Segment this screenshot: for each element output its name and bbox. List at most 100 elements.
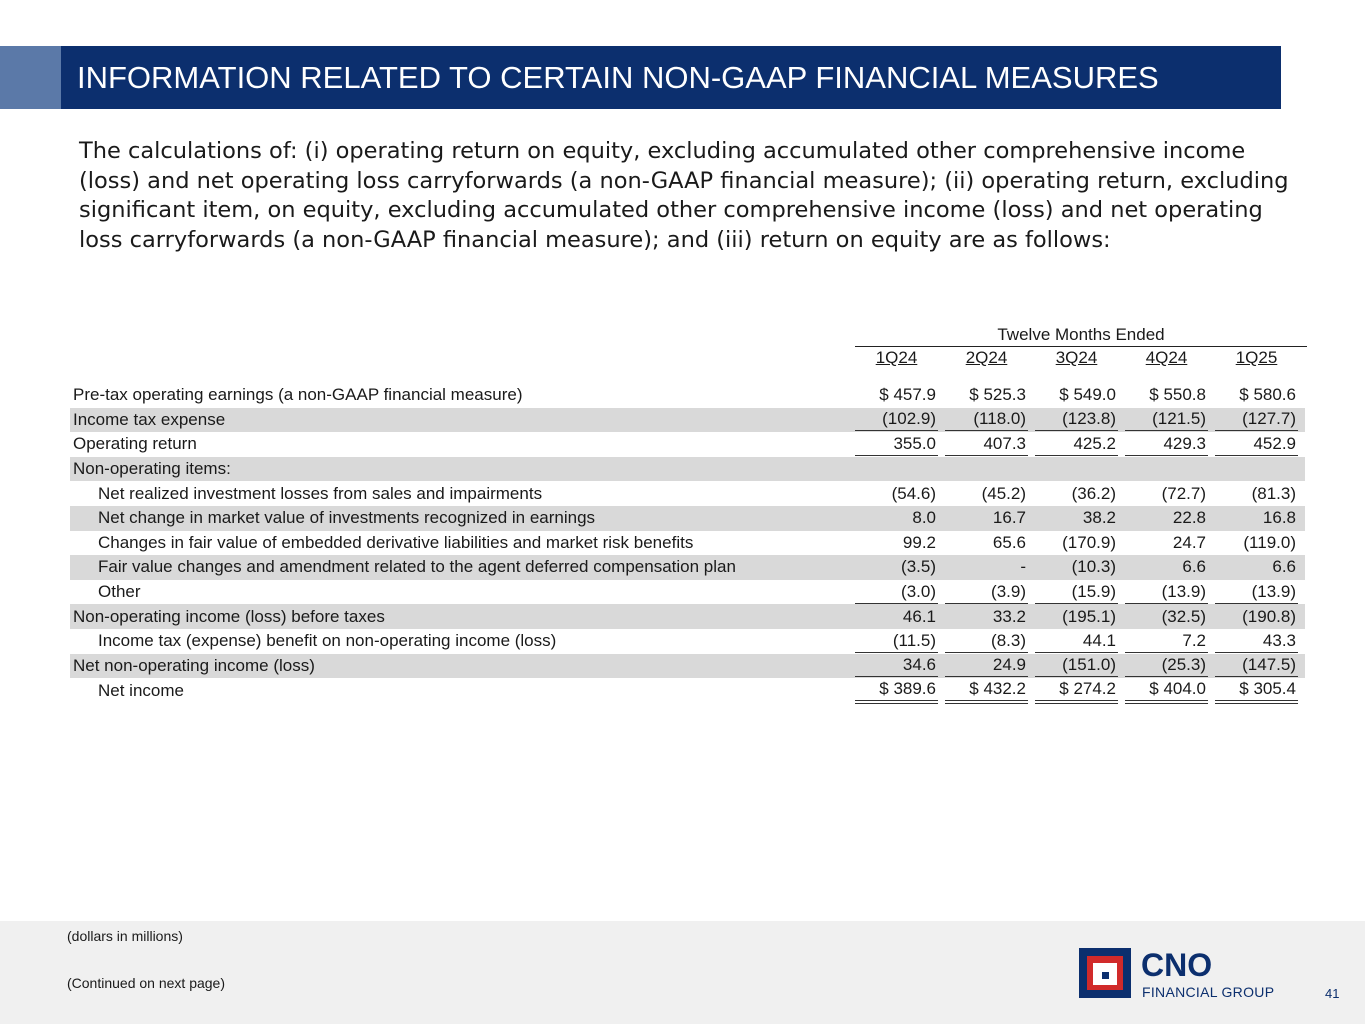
cell-value: $ 549.0 xyxy=(1059,385,1116,405)
row-label: Income tax expense xyxy=(70,407,855,433)
cell-value: 425.2 xyxy=(1035,433,1118,456)
table-row: Income tax (expense) benefit on non-oper… xyxy=(70,629,1305,654)
cell-value: 452.9 xyxy=(1215,433,1298,456)
cell-value: 429.3 xyxy=(1125,433,1208,456)
cell-value: (15.9) xyxy=(1035,581,1118,604)
cell-value: (147.5) xyxy=(1215,654,1298,678)
row-label: Other xyxy=(98,582,141,602)
cell-value: $ 389.6 xyxy=(855,678,938,705)
table-row: Fair value changes and amendment related… xyxy=(70,555,1305,580)
page-title: INFORMATION RELATED TO CERTAIN NON-GAAP … xyxy=(61,46,1281,109)
cell-value: (45.2) xyxy=(981,483,1026,503)
financial-table: 1Q24 2Q24 3Q24 4Q24 1Q25 Pre-tax operating ea… xyxy=(70,347,1305,705)
cell-value: 16.7 xyxy=(992,508,1026,528)
cell-value: 38.2 xyxy=(1082,508,1116,528)
table-row: Pre-tax operating earnings (a non-GAAP f… xyxy=(70,383,1305,408)
cell-value: (25.3) xyxy=(1125,654,1208,678)
page-number: 41 xyxy=(1325,986,1340,1001)
cell-value: (10.3) xyxy=(1071,557,1116,577)
cell-value: - xyxy=(1020,557,1026,577)
table-row: Net non-operating income (loss) 34.6 24.9 (… xyxy=(70,653,1305,679)
cell-value: 8.0 xyxy=(912,508,936,528)
cell-value: (127.7) xyxy=(1215,408,1298,432)
cell-value: (190.8) xyxy=(1242,606,1296,626)
row-label: Non-operating income (loss) before taxes xyxy=(70,604,855,629)
cell-value: (8.3) xyxy=(945,630,1028,653)
cell-value: (54.6) xyxy=(891,483,936,503)
cell-value: 7.2 xyxy=(1125,630,1208,653)
cell-value: 99.2 xyxy=(902,532,936,552)
footer xyxy=(0,921,1365,1024)
cell-value: 65.6 xyxy=(992,532,1026,552)
cell-value: (36.2) xyxy=(1071,483,1116,503)
group-header: Twelve Months Ended xyxy=(855,325,1307,347)
cell-value: (3.0) xyxy=(855,581,938,604)
cell-value: (81.3) xyxy=(1251,483,1296,503)
logo-subtitle: FINANCIAL GROUP xyxy=(1142,984,1275,1000)
row-label: Pre-tax operating earnings (a non-GAAP f… xyxy=(73,385,523,405)
cell-value xyxy=(1035,458,1118,480)
cell-value: $ 457.9 xyxy=(879,385,936,405)
cell-value: (118.0) xyxy=(945,408,1028,432)
cell-value: 44.1 xyxy=(1035,630,1118,653)
cell-value xyxy=(1125,458,1208,480)
cell-value: 355.0 xyxy=(855,433,938,456)
cell-value: 16.8 xyxy=(1262,508,1296,528)
cell-value: (32.5) xyxy=(1161,606,1206,626)
cell-value xyxy=(945,458,1028,480)
continued-note: (Continued on next page) xyxy=(67,975,225,991)
row-label: Income tax (expense) benefit on non-oper… xyxy=(98,631,557,651)
cell-value: 22.8 xyxy=(1172,508,1206,528)
cell-value: (11.5) xyxy=(855,630,938,653)
cell-value: 34.6 xyxy=(855,654,938,678)
cell-value: 407.3 xyxy=(945,433,1028,456)
row-label: Operating return xyxy=(73,434,197,454)
cno-logo-icon xyxy=(1079,948,1131,998)
cell-value: (119.0) xyxy=(1243,532,1296,552)
column-header: 1Q25 xyxy=(1235,348,1278,367)
row-label: Fair value changes and amendment related… xyxy=(70,555,855,580)
cell-value: $ 580.6 xyxy=(1239,385,1296,405)
column-header: 4Q24 xyxy=(1145,348,1188,367)
cell-value: $ 432.2 xyxy=(945,678,1028,705)
cell-value: 6.6 xyxy=(1182,557,1206,577)
cell-value: $ 305.4 xyxy=(1215,678,1298,705)
units-note: (dollars in millions) xyxy=(67,928,183,944)
row-label: Net income xyxy=(98,681,184,701)
cell-value xyxy=(1215,458,1298,480)
table-row: Net change in market value of investment… xyxy=(70,505,1305,531)
cell-value: $ 550.8 xyxy=(1149,385,1206,405)
cell-value: (3.9) xyxy=(945,581,1028,604)
column-header-row: 1Q24 2Q24 3Q24 4Q24 1Q25 xyxy=(70,347,1305,383)
cell-value: 43.3 xyxy=(1215,630,1298,653)
row-label: Net non-operating income (loss) xyxy=(70,653,855,679)
table-row: Net income $ 389.6 $ 432.2 $ 274.2 $ 404.0 $ … xyxy=(70,678,1305,705)
cell-value: (170.9) xyxy=(1062,532,1116,552)
row-label: Net change in market value of investment… xyxy=(70,505,855,531)
table-row: Changes in fair value of embedded deriva… xyxy=(70,531,1305,556)
column-header: 1Q24 xyxy=(875,348,918,367)
cell-value: $ 404.0 xyxy=(1125,678,1208,705)
row-label: Non-operating items: xyxy=(70,456,855,482)
cell-value: 24.9 xyxy=(945,654,1028,678)
cell-value xyxy=(855,458,938,480)
row-label: Net realized investment losses from sale… xyxy=(98,483,543,503)
table-row: Operating return 355.0 407.3 425.2 429.3 452.… xyxy=(70,432,1305,457)
cell-value: (102.9) xyxy=(855,408,938,432)
header-accent xyxy=(0,46,61,109)
column-header: 2Q24 xyxy=(965,348,1008,367)
cell-value: 6.6 xyxy=(1272,557,1296,577)
logo-name: CNO xyxy=(1141,947,1213,983)
table-row: Other (3.0) (3.9) (15.9) (13.9) (13.9) xyxy=(70,580,1305,605)
table-row: Income tax expense (102.9) (118.0) (123.8) (… xyxy=(70,407,1305,433)
cell-value: (13.9) xyxy=(1215,581,1298,604)
table-row: Non-operating income (loss) before taxes… xyxy=(70,604,1305,629)
cell-value: (72.7) xyxy=(1161,483,1206,503)
table-row: Net realized investment losses from sale… xyxy=(70,481,1305,506)
intro-paragraph: The calculations of: (i) operating retur… xyxy=(79,138,1289,253)
cell-value: (13.9) xyxy=(1125,581,1208,604)
cell-value: 33.2 xyxy=(992,606,1026,626)
cell-value: (121.5) xyxy=(1125,408,1208,432)
cell-value: (195.1) xyxy=(1062,606,1116,626)
cell-value: $ 274.2 xyxy=(1035,678,1118,705)
